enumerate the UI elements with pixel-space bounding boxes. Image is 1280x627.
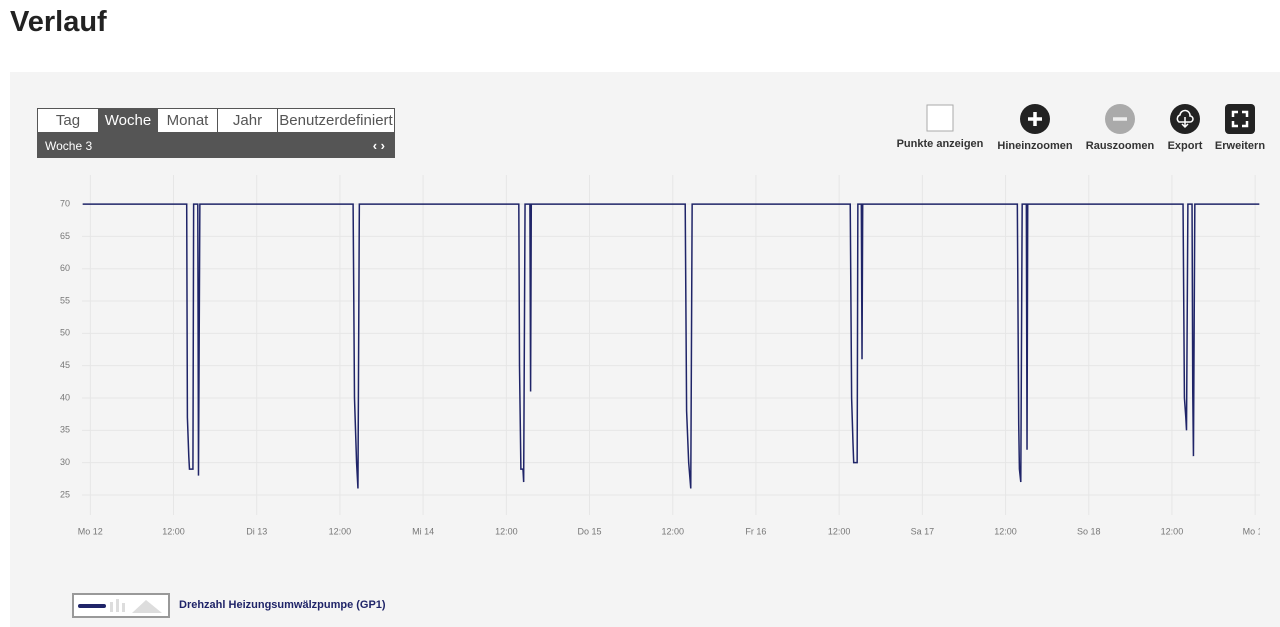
tool-label: Erweitern [1214,140,1266,152]
range-tab[interactable]: Benutzerdefiniert [279,112,393,129]
zoom-in-icon [1020,104,1050,134]
y-tick-label: 45 [60,360,70,370]
x-tick-label: Do 15 [578,526,602,536]
zoom-out[interactable]: Rauszoomen [1070,104,1170,152]
tool-label: Hineinzoomen [997,140,1073,152]
y-tick-label: 50 [60,328,70,338]
legend-label: Drehzahl Heizungsumwälzpumpe (GP1) [179,599,386,611]
expand[interactable]: Erweitern [1190,104,1280,152]
chart-panel [10,72,1280,627]
x-tick-label: 12:00 [162,526,185,536]
tool-label: Export [1167,140,1203,152]
range-tab[interactable]: Tag [38,109,99,132]
page-title: Verlauf [10,6,107,38]
y-tick-label: 40 [60,392,70,402]
x-axis-labels: Mo 12 12:00 Di 13 12:00 Mi 14 12:00 Do 15 12:00… [78,526,1268,536]
grid [82,175,1260,515]
x-tick-label: 12:00 [329,526,352,536]
range-tab[interactable]: Jahr [218,109,278,132]
x-tick-label: 12:00 [495,526,518,536]
x-tick-label: So 18 [1077,526,1101,536]
legend-icons [78,599,162,613]
export[interactable]: Export [1135,104,1235,152]
period-label: Woche 3 [45,138,93,153]
x-tick-label: Mo 12 [78,526,103,536]
zoom-in[interactable]: Hineinzoomen [985,104,1085,152]
x-tick-label: Sa 17 [911,526,935,536]
x-tick-label: Mo 19 [1243,526,1268,536]
range-tab[interactable]: Monat [158,109,218,132]
x-tick-label: Di 13 [246,526,267,536]
x-tick-label: 12:00 [1161,526,1184,536]
range-selector: Tag Woche Monat Jahr Benutzerdefiniert Woche… [37,108,395,158]
export-icon [1170,104,1200,134]
y-tick-label: 60 [60,263,70,273]
period-bar: Woche 3 ‹ › [37,133,395,158]
y-tick-label: 35 [60,425,70,435]
tab-row: Tag Woche Monat Jahr Benutzerdefiniert [37,108,395,133]
legend-item[interactable] [72,593,170,618]
x-tick-label: 12:00 [994,526,1017,536]
y-tick-label: 70 [60,198,70,208]
plot-area [82,203,1260,489]
x-tick-label: Mi 14 [412,526,434,536]
y-tick-label: 65 [60,231,70,241]
y-tick-label: 25 [60,489,70,499]
y-tick-label: 30 [60,457,70,467]
tool-label: Punkte anzeigen [896,138,984,150]
x-tick-label: 12:00 [828,526,851,536]
zoom-out-icon [1105,104,1135,134]
y-axis-labels: 25 30 35 40 45 50 55 60 65 70 [60,198,70,499]
checkbox-icon [926,104,954,132]
points-toggle[interactable]: Punkte anzeigen [890,104,990,150]
expand-icon [1225,104,1255,134]
y-tick-label: 55 [60,295,70,305]
range-tab[interactable]: Woche [99,109,158,132]
x-tick-label: Fr 16 [745,526,766,536]
series-line [82,203,1260,489]
period-arrows[interactable]: ‹ › [372,138,385,153]
tool-label: Rauszoomen [1085,140,1155,152]
x-tick-label: 12:00 [661,526,684,536]
